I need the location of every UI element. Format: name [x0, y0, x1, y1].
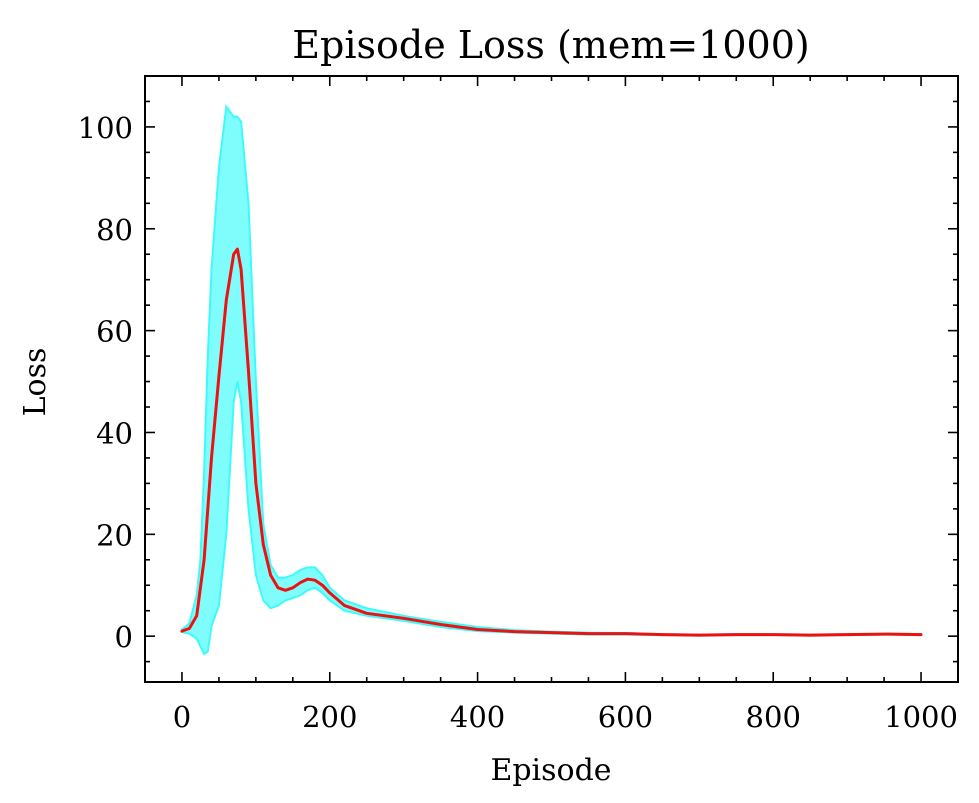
x-tick-label: 800: [746, 700, 801, 734]
axes: 0 200 400 600 800 1000 0 20 40 60 80 100: [78, 75, 959, 734]
x-axis-label: Episode: [490, 753, 611, 788]
y-axis-label: Loss: [18, 348, 53, 417]
x-tick-label: 1000: [884, 700, 958, 734]
y-tick-label: 100: [78, 111, 133, 145]
y-tick-label: 0: [115, 620, 133, 654]
y-tick-label: 60: [96, 315, 133, 349]
x-tick-label: 0: [173, 700, 191, 734]
x-tick-label: 400: [450, 700, 505, 734]
y-tick-label: 40: [96, 416, 133, 450]
x-tick-label: 600: [598, 700, 653, 734]
x-tick-label: 200: [302, 700, 357, 734]
chart-title: Episode Loss (mem=1000): [292, 23, 809, 67]
y-tick-label: 20: [96, 518, 133, 552]
mean-loss-line: [180, 247, 923, 637]
confidence-band: [181, 103, 922, 656]
plot-area: [180, 103, 923, 656]
y-tick-label: 80: [96, 213, 133, 247]
